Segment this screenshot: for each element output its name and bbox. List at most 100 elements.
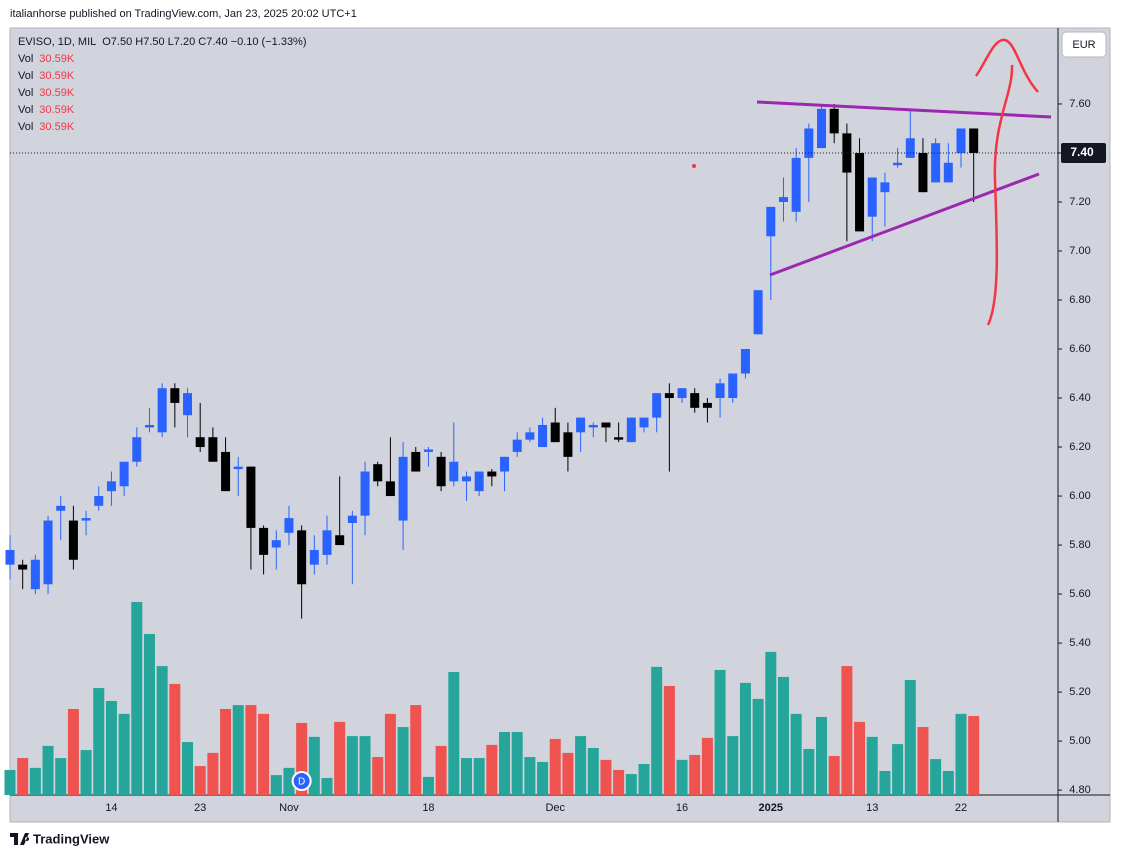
volume-bar <box>67 708 79 795</box>
last-price-label: 7.40 <box>1070 145 1094 159</box>
candle-body <box>474 471 484 492</box>
x-tick-label: 18 <box>422 802 434 814</box>
volume-bar <box>435 745 447 795</box>
volume-bar <box>904 680 916 795</box>
volume-bar <box>777 676 789 795</box>
volume-bar <box>194 766 206 795</box>
marker-dot <box>692 164 696 168</box>
candle-body <box>753 290 763 335</box>
volume-legend-name: Vol <box>18 53 33 65</box>
candle-body <box>449 461 459 482</box>
candle-body <box>715 383 725 399</box>
candle-body <box>297 530 307 585</box>
candle-body <box>81 518 91 521</box>
volume-bar <box>727 736 739 795</box>
volume-bar <box>854 721 866 795</box>
volume-legend-value: 30.59K <box>39 121 75 133</box>
candle-body <box>68 520 78 560</box>
candle-body <box>157 388 167 433</box>
candle-body <box>639 417 649 428</box>
volume-bar <box>942 770 954 795</box>
candle-body <box>221 451 231 492</box>
candle-body <box>259 527 269 555</box>
candle-body <box>601 422 611 428</box>
volume-bar <box>866 736 878 795</box>
volume-bar <box>42 745 54 795</box>
candle-body <box>538 424 548 448</box>
volume-bar <box>549 738 561 795</box>
candle-body <box>271 540 281 548</box>
tradingview-logo: TradingView <box>10 831 110 846</box>
volume-bar <box>118 713 130 795</box>
x-tick-label: 13 <box>866 802 878 814</box>
hand-arrow-head <box>974 38 1039 93</box>
candle-body <box>43 520 53 585</box>
volume-legend-name: Vol <box>18 104 33 116</box>
currency-button[interactable] <box>1061 31 1107 58</box>
volume-bar <box>689 754 701 795</box>
x-tick-label: 23 <box>194 802 206 814</box>
candle-body <box>436 456 446 487</box>
candle-body <box>309 549 319 565</box>
dividend-marker-label: D <box>298 777 305 788</box>
volume-bar <box>625 774 637 795</box>
x-tick-label: 14 <box>105 802 117 814</box>
volume-legend-value: 30.59K <box>39 87 75 99</box>
volume-bar <box>131 602 143 795</box>
dividend-marker <box>291 771 312 791</box>
volume-bar <box>308 736 320 795</box>
y-tick-label: 6.40 <box>1069 392 1090 404</box>
volume-bar <box>739 682 751 795</box>
x-tick-label: 2025 <box>759 802 783 814</box>
candle-body <box>614 437 624 440</box>
volume-legend-value: 30.59K <box>39 70 75 82</box>
volume-bar <box>156 666 168 795</box>
candle-body <box>550 422 560 443</box>
candle-body <box>284 518 294 533</box>
volume-bar <box>638 763 650 795</box>
candle-body <box>893 162 903 166</box>
candle-body <box>766 206 776 237</box>
volume-bar <box>651 666 663 795</box>
candle-body <box>487 471 497 477</box>
y-tick-label: 5.20 <box>1069 686 1090 698</box>
y-tick-label: 4.80 <box>1069 784 1090 796</box>
volume-bar <box>955 713 967 795</box>
volume-bar <box>537 761 549 795</box>
volume-bar <box>511 731 523 795</box>
candle-body <box>30 559 40 590</box>
candle-body <box>664 393 674 399</box>
candle-body <box>18 564 28 570</box>
symbol-header: EVISO, 1D, MIL O7.50 H7.50 L7.20 C7.40 −0… <box>18 36 307 48</box>
volume-bar <box>714 669 726 795</box>
candle-body <box>347 515 357 523</box>
candle-body <box>106 481 116 492</box>
volume-legend-name: Vol <box>18 121 33 133</box>
currency[interactable]: EUR <box>1072 39 1095 51</box>
volume-bar <box>55 758 67 795</box>
volume-bar <box>448 672 460 795</box>
candle-body <box>5 549 15 565</box>
candle-body <box>728 373 738 399</box>
volume-bar <box>663 685 675 795</box>
candle-body <box>778 197 788 202</box>
volume-bar <box>384 713 396 795</box>
volume-legend: Vol 30.59K <box>18 87 75 99</box>
candle-body <box>183 393 193 416</box>
candle-body <box>652 393 662 418</box>
candle-body <box>918 152 928 193</box>
candle-body <box>905 138 915 158</box>
candle-body <box>956 128 966 153</box>
volume-bar <box>790 713 802 795</box>
candle-body <box>702 402 712 408</box>
candle-body <box>208 437 218 462</box>
candle-body <box>335 535 345 546</box>
volume-bar <box>258 713 270 795</box>
candle-body <box>56 505 66 511</box>
volume-bar <box>359 736 371 795</box>
x-tick-label: 16 <box>676 802 688 814</box>
volume-bar <box>169 683 181 795</box>
candle-body <box>576 417 586 433</box>
volume-bar <box>562 752 574 795</box>
